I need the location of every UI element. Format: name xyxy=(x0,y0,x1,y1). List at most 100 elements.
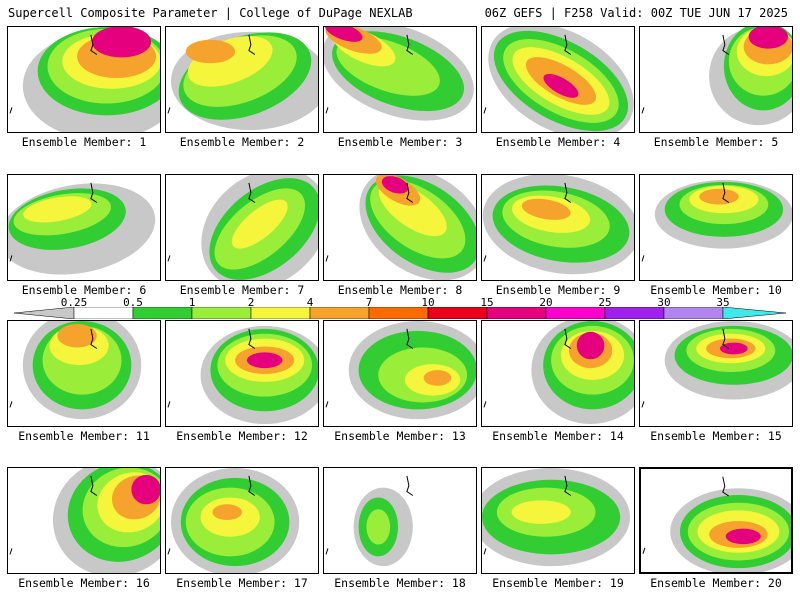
ensemble-member-4-map[interactable] xyxy=(481,26,635,133)
ensemble-member-label: Ensemble Member: 4 xyxy=(495,135,621,149)
ensemble-member-label: Ensemble Member: 11 xyxy=(18,429,150,443)
scp-contour-field xyxy=(483,27,634,132)
page-title: Supercell Composite Parameter | College … xyxy=(8,6,413,20)
coastline xyxy=(641,34,730,114)
coastline xyxy=(641,328,730,408)
coastline xyxy=(9,475,98,555)
scp-contour-p xyxy=(91,27,152,58)
scp-contour-p xyxy=(576,331,605,360)
scp-contour-field xyxy=(9,321,142,420)
ensemble-member-label: Ensemble Member: 12 xyxy=(176,429,308,443)
scp-contour-field xyxy=(641,321,792,408)
scp-contour-field xyxy=(482,175,634,275)
ensemble-member-label: Ensemble Member: 18 xyxy=(334,576,466,590)
scp-contour-field xyxy=(167,31,318,131)
ensemble-member-5-map[interactable] xyxy=(639,26,793,133)
colorbar-segment xyxy=(368,307,429,319)
scp-contour-y xyxy=(511,500,571,524)
scp-contour-field xyxy=(325,321,476,420)
coastline xyxy=(325,475,414,555)
coastline xyxy=(167,328,256,408)
scp-contour-field xyxy=(482,468,631,567)
ensemble-member-7-map[interactable] xyxy=(165,174,319,281)
ensemble-member-label: Ensemble Member: 2 xyxy=(179,135,305,149)
scp-contour-o xyxy=(699,188,739,205)
ensemble-member-14-map[interactable] xyxy=(481,320,635,427)
ensemble-member-15-map[interactable] xyxy=(639,320,793,427)
colorbar-tick-label: 30 xyxy=(657,296,671,309)
colorbar-segment xyxy=(250,307,311,319)
ensemble-member-6-map[interactable] xyxy=(7,174,161,281)
scp-contour-field xyxy=(641,27,792,126)
colorbar-high-triangle xyxy=(722,307,786,319)
colorbar-segment xyxy=(604,307,665,319)
ensemble-member-label: Ensemble Member: 5 xyxy=(653,135,779,149)
ensemble-member-label: Ensemble Member: 10 xyxy=(650,283,782,297)
coastline xyxy=(167,475,256,555)
colorbar-segment xyxy=(663,307,724,319)
scp-contour-o xyxy=(57,323,97,348)
ensemble-member-label: Ensemble Member: 13 xyxy=(334,429,466,443)
ensemble-member-8-map[interactable] xyxy=(323,174,477,281)
ensemble-member-17-map[interactable] xyxy=(165,467,319,574)
scp-contour-field xyxy=(641,179,792,262)
scp-contour-field xyxy=(8,182,156,275)
ensemble-member-label: Ensemble Member: 19 xyxy=(492,576,624,590)
scp-contour-field xyxy=(483,321,634,425)
colorbar-tick-label: 35 xyxy=(716,296,730,309)
coastline xyxy=(483,34,572,114)
scp-contour-o xyxy=(521,198,571,220)
scp-contour-p xyxy=(246,352,283,369)
ensemble-member-13-map[interactable] xyxy=(323,320,477,427)
ensemble-member-16-map[interactable] xyxy=(7,467,161,574)
coastline xyxy=(9,182,98,262)
scp-contour-field xyxy=(167,325,318,425)
colorbar-tick-label: 1 xyxy=(188,296,196,309)
ensemble-member-2-map[interactable] xyxy=(165,26,319,133)
ensemble-member-10-map[interactable] xyxy=(639,174,793,281)
scp-contour-p xyxy=(719,342,748,355)
scp-contour-p xyxy=(748,27,789,49)
coastline xyxy=(167,34,256,114)
scp-contour-field xyxy=(9,468,160,573)
scp-contour-o xyxy=(185,39,236,64)
ensemble-member-9-map[interactable] xyxy=(481,174,635,281)
colorbar-tick-label: 20 xyxy=(539,296,553,309)
ensemble-member-20-map[interactable] xyxy=(639,467,793,574)
ensemble-member-19-map[interactable] xyxy=(481,467,635,574)
coastline xyxy=(9,328,98,408)
coastline xyxy=(642,476,729,554)
colorbar xyxy=(14,307,786,319)
coastline xyxy=(9,34,98,114)
scp-contour-p xyxy=(543,73,579,98)
coastline xyxy=(325,34,414,114)
coastline xyxy=(483,328,572,408)
ensemble-member-label: Ensemble Member: 1 xyxy=(21,135,147,149)
ensemble-member-3-map[interactable] xyxy=(323,26,477,133)
colorbar-segment xyxy=(545,307,606,319)
ensemble-member-18-map[interactable] xyxy=(323,467,477,574)
ensemble-member-12-map[interactable] xyxy=(165,320,319,427)
scp-contour-p xyxy=(725,528,761,545)
coastline xyxy=(325,328,414,408)
ensemble-member-label: Ensemble Member: 8 xyxy=(337,283,463,297)
ensemble-member-label: Ensemble Member: 3 xyxy=(337,135,463,149)
colorbar-tick-label: 4 xyxy=(306,296,314,309)
scp-contour-o xyxy=(423,370,452,386)
ensemble-member-1-map[interactable] xyxy=(7,26,161,133)
colorbar-segment xyxy=(191,307,252,319)
scp-contour-field xyxy=(167,468,300,573)
scp-contour-p xyxy=(131,474,160,505)
ensemble-member-label: Ensemble Member: 14 xyxy=(492,429,624,443)
ensemble-member-label: Ensemble Member: 7 xyxy=(179,283,305,297)
colorbar-segment xyxy=(427,307,488,319)
colorbar-segment xyxy=(486,307,547,319)
scp-contour-field xyxy=(325,175,476,280)
coastline xyxy=(167,182,256,262)
scp-contour-field xyxy=(9,27,160,132)
ensemble-member-label: Ensemble Member: 15 xyxy=(650,429,782,443)
ensemble-member-11-map[interactable] xyxy=(7,320,161,427)
scp-contour-p xyxy=(324,27,363,42)
scp-contour-y xyxy=(23,196,92,223)
coastline xyxy=(641,182,730,262)
